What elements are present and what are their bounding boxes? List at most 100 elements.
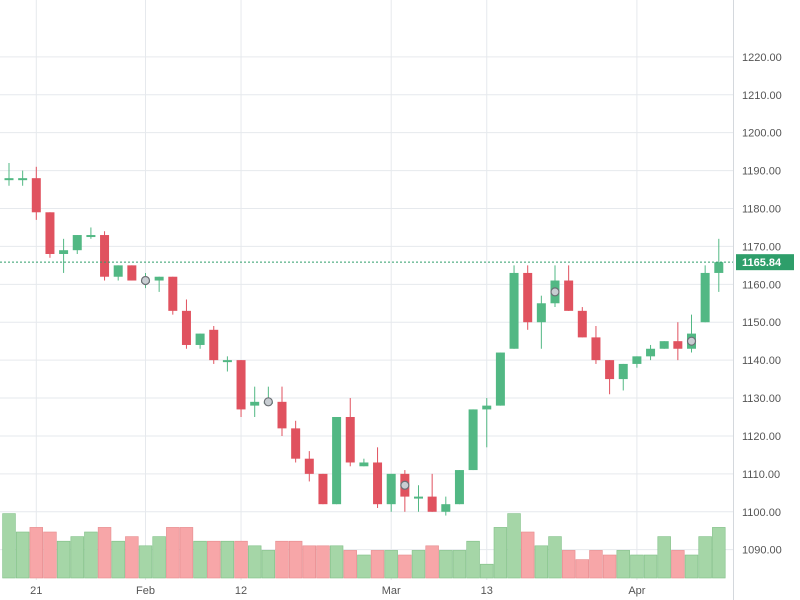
volume-bar <box>125 536 139 579</box>
candle-body <box>454 470 464 505</box>
candle-body <box>181 310 191 345</box>
price-axis: 1090.00 1100.00 1110.00 1120.00 1130.00 1140.… <box>733 0 782 600</box>
volume-bar <box>493 527 508 579</box>
volume-bar <box>15 531 30 579</box>
volume-bar <box>643 554 658 579</box>
x-tick-label: 12 <box>235 585 247 597</box>
volume-bar <box>152 536 166 579</box>
candle-body <box>632 356 642 364</box>
candle-body <box>427 496 437 512</box>
volume-bar <box>2 513 16 579</box>
candle-body <box>59 250 69 254</box>
y-tick-label: 1130.00 <box>742 393 781 405</box>
y-tick-label: 1210.00 <box>742 90 782 102</box>
y-tick-label: 1170.00 <box>742 241 781 253</box>
event-markers <box>140 275 697 490</box>
candle-body <box>373 462 383 505</box>
candle-body <box>509 272 519 349</box>
candle-body <box>345 416 355 463</box>
volume-bar <box>452 550 467 579</box>
candle-body <box>4 178 14 181</box>
volume-bar <box>657 536 671 579</box>
candle-body <box>222 360 232 363</box>
volume-bars <box>2 513 726 579</box>
volume-bar <box>29 527 43 579</box>
y-tick-label: 1090.00 <box>742 545 782 557</box>
volume-bar <box>193 540 207 579</box>
x-tick-label: 13 <box>481 585 493 597</box>
candle-body <box>195 333 205 345</box>
candle-body <box>536 303 546 323</box>
candle-body <box>414 496 423 499</box>
volume-bar <box>70 536 84 579</box>
candle-body <box>236 360 246 410</box>
event-marker <box>140 275 151 286</box>
volume-bar <box>425 545 439 579</box>
candle-body <box>605 360 615 380</box>
candle-body <box>318 473 328 505</box>
candle-body <box>700 272 710 323</box>
last-price-tag-background <box>736 254 794 271</box>
y-tick-label: 1200.00 <box>742 128 782 140</box>
candle-body <box>168 276 178 311</box>
volume-bar <box>234 540 248 579</box>
volume-bar <box>357 554 371 579</box>
volume-bar <box>507 513 521 579</box>
volume-bar <box>548 536 562 579</box>
candle-body <box>72 235 82 251</box>
volume-bar <box>616 550 630 579</box>
candle-body <box>154 276 164 281</box>
time-axis: 21 Feb 12 Mar 13 Apr <box>30 585 646 597</box>
candle-body <box>18 178 28 181</box>
volume-bar <box>671 550 685 579</box>
candle-body <box>127 265 137 281</box>
volume-bar <box>248 545 262 579</box>
candle-body <box>31 178 41 213</box>
y-tick-label: 1110.00 <box>742 469 780 481</box>
candle-body <box>564 280 574 311</box>
last-price-label: 1165.84 <box>742 257 782 269</box>
candle-body <box>332 416 342 505</box>
volume-bar <box>561 550 576 579</box>
y-tick-label: 1100.00 <box>742 507 781 519</box>
candle-body <box>441 504 451 512</box>
candle-body <box>359 462 369 467</box>
volume-bar <box>534 545 549 579</box>
candlesticks <box>4 163 724 516</box>
volume-bar <box>111 540 125 579</box>
volume-bar <box>480 563 494 579</box>
volume-bar <box>43 531 57 579</box>
candle-body <box>113 265 123 277</box>
y-tick-label: 1220.00 <box>742 52 782 64</box>
candle-body <box>468 409 478 471</box>
candle-body <box>646 348 656 357</box>
candle-body <box>523 272 533 323</box>
volume-bar <box>589 550 603 579</box>
x-tick-label: Feb <box>136 585 155 597</box>
candle-body <box>591 337 601 361</box>
event-marker <box>550 287 560 297</box>
volume-bar <box>288 540 303 579</box>
volume-bar <box>316 545 330 579</box>
y-tick-label: 1150.00 <box>742 317 781 329</box>
candle-body <box>100 235 110 277</box>
volume-bar <box>370 550 385 579</box>
y-tick-label: 1120.00 <box>742 431 781 443</box>
volume-bar <box>520 531 535 579</box>
volume-bar <box>179 527 194 579</box>
volume-bar <box>207 540 221 579</box>
chart-grid <box>0 0 733 580</box>
y-tick-label: 1140.00 <box>742 355 781 367</box>
y-tick-label: 1190.00 <box>742 166 781 178</box>
volume-bar <box>698 536 712 579</box>
volume-bar <box>166 527 180 579</box>
volume-bar <box>712 527 726 579</box>
x-tick-label: Mar <box>382 585 401 597</box>
candle-body <box>386 473 396 505</box>
volume-bar <box>575 559 590 579</box>
volume-bar <box>439 550 453 579</box>
volume-bar <box>398 554 412 579</box>
candle-body <box>277 401 287 429</box>
